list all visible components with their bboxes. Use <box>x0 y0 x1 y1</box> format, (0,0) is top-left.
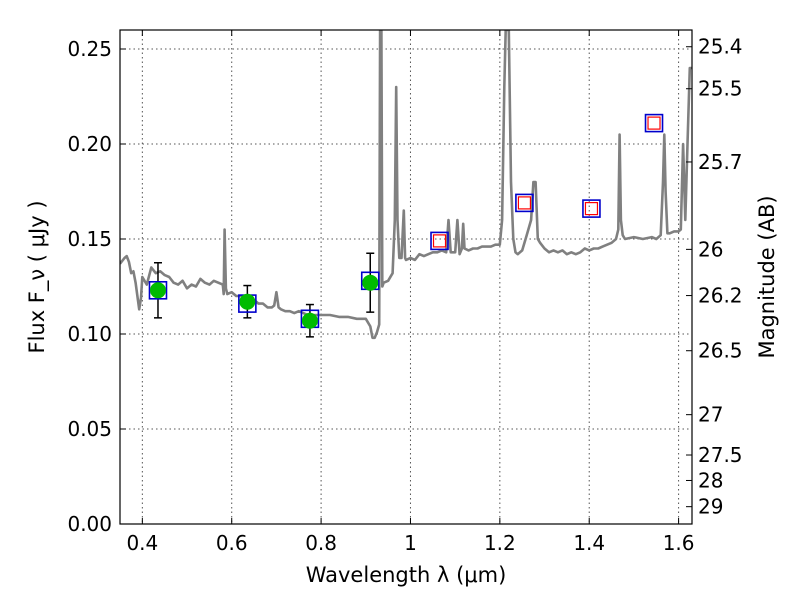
grid-lines <box>120 30 692 525</box>
magnitude-tick-label: 26.5 <box>698 339 743 363</box>
y-axis-magnitude: 25.4 25.5 25.7 26 26.2 26.5 27 27.528 29 <box>686 35 743 519</box>
upper-limit-marker <box>517 196 532 210</box>
y-axis-label: Flux F_ν ( μJy ) <box>25 200 50 353</box>
model-spectrum-line <box>120 30 692 340</box>
y-tick-label: 0.00 <box>67 512 112 536</box>
observed-photometry-point <box>362 274 379 291</box>
magnitude-tick-label: 25.4 <box>698 35 743 59</box>
x-tick-label: 1.4 <box>573 531 605 555</box>
y-tick-label: 0.15 <box>67 227 112 251</box>
magnitude-tick-label: 25.5 <box>698 77 743 101</box>
plot-content <box>120 30 692 340</box>
y-axis-flux: 0.00 0.05 0.10 0.15 0.20 0.25 <box>67 37 126 536</box>
y2-axis-label: Magnitude (AB) <box>755 195 779 358</box>
model-photometry-marker <box>582 199 601 218</box>
plot-frame <box>119 29 693 525</box>
model-photometry-marker <box>644 113 664 133</box>
y-tick-label: 0.20 <box>67 132 112 156</box>
observed-photometry-point <box>149 282 166 299</box>
x-tick-label: 0.4 <box>126 531 158 555</box>
y-tick-label: 0.25 <box>67 37 112 61</box>
model-photometry-marker <box>430 231 449 251</box>
observed-photometry-point <box>239 293 256 310</box>
x-tick-label: 0.8 <box>305 531 337 555</box>
y-tick-label: 0.05 <box>67 417 112 441</box>
magnitude-tick-label: 28 <box>698 468 723 492</box>
x-tick-label: 1.2 <box>484 531 516 555</box>
x-axis: 0.4 0.6 0.8 1 1.2 1.4 1.6 <box>126 30 695 555</box>
magnitude-tick-label: 26.2 <box>698 284 743 308</box>
upper-limit-marker <box>647 116 661 130</box>
model-photometry-marker <box>515 193 534 213</box>
magnitude-tick-label: 27 <box>698 403 723 427</box>
x-tick-label: 1.6 <box>663 531 695 555</box>
magnitude-tick-label: 25.7 <box>698 150 743 174</box>
x-axis-label: Wavelength λ (μm) <box>306 563 507 587</box>
y-tick-label: 0.10 <box>67 322 112 346</box>
upper-limit-marker <box>584 202 599 216</box>
magnitude-tick-label: 29 <box>698 495 723 519</box>
observed-photometry-point <box>301 312 318 329</box>
x-tick-label: 1 <box>404 531 417 555</box>
magnitude-tick-label: 26 <box>698 237 723 261</box>
x-tick-label: 0.6 <box>216 531 248 555</box>
magnitude-tick-label: 27.5 <box>698 443 743 467</box>
upper-limit-marker <box>432 234 447 248</box>
model-photometry-marker <box>148 280 168 300</box>
